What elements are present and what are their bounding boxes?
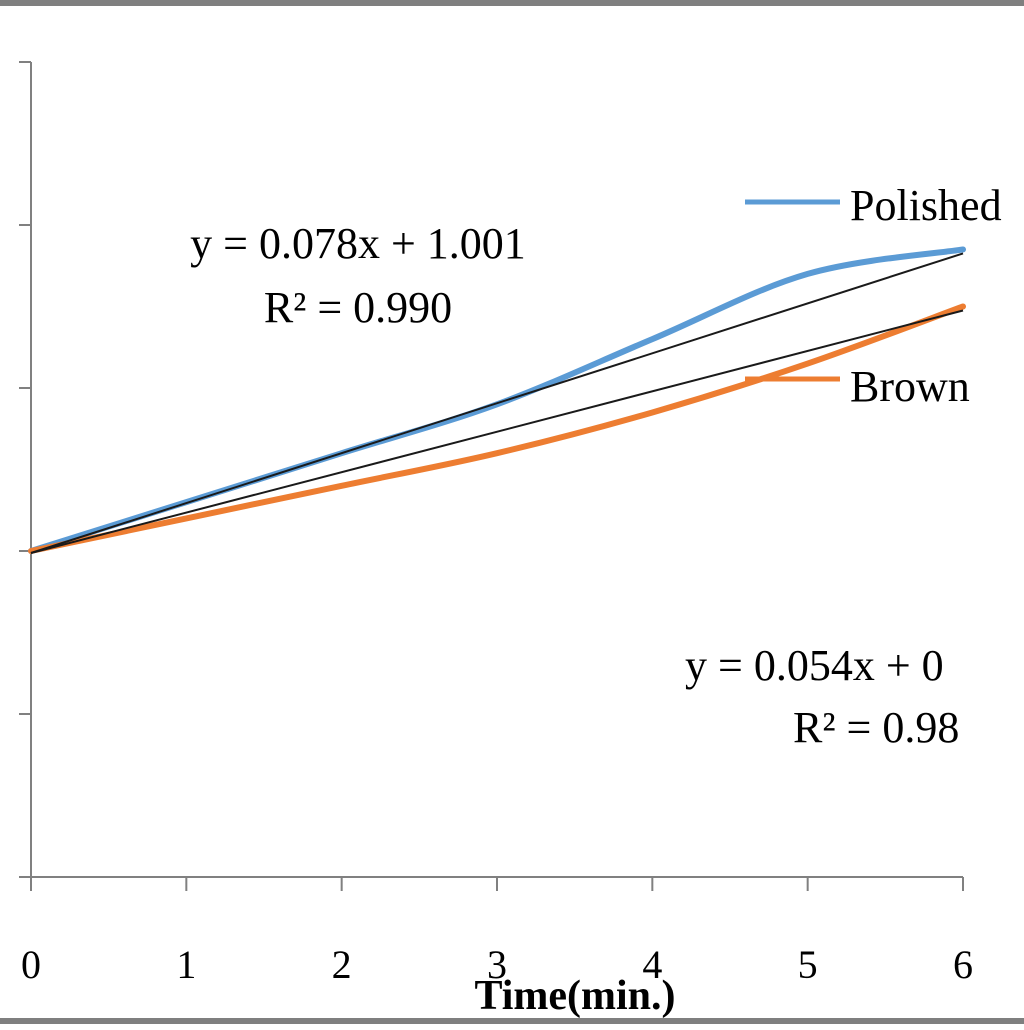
r-squared-polished: R² = 0.990 bbox=[264, 283, 452, 332]
x-tick-label: 5 bbox=[798, 942, 818, 987]
x-tick-label: 4 bbox=[642, 942, 662, 987]
x-tick-label: 6 bbox=[953, 942, 973, 987]
trendline-annotation-polished: y = 0.078x + 1.001 R² = 0.990 bbox=[190, 219, 526, 332]
x-tick-label: 0 bbox=[21, 942, 41, 987]
x-tick-label: 2 bbox=[332, 942, 352, 987]
series-line-polished bbox=[28, 246, 966, 554]
series-line-brown bbox=[28, 303, 966, 554]
y-ticks bbox=[19, 61, 31, 878]
legend: Polished Brown bbox=[745, 181, 1002, 411]
trendline-layer bbox=[30, 252, 964, 554]
line-chart: 0 1 2 3 4 5 6 Time(min.) Polished Brown y = 0.… bbox=[19, 61, 1002, 1019]
legend-label-brown: Brown bbox=[850, 362, 970, 411]
axes bbox=[30, 62, 963, 878]
x-tick-labels: 0 1 2 3 4 5 6 bbox=[21, 942, 973, 987]
equation-brown: y = 0.054x + 0 bbox=[685, 641, 944, 690]
x-tick-label: 1 bbox=[176, 942, 196, 987]
trendline-brown bbox=[30, 309, 964, 554]
x-tick-label: 3 bbox=[487, 942, 507, 987]
r-squared-brown: R² = 0.98 bbox=[793, 703, 959, 752]
x-axis-title: Time(min.) bbox=[474, 973, 675, 1019]
equation-polished: y = 0.078x + 1.001 bbox=[190, 219, 526, 268]
trendline-annotation-brown: y = 0.054x + 0 R² = 0.98 bbox=[685, 641, 959, 752]
series-layer bbox=[28, 246, 966, 554]
legend-label-polished: Polished bbox=[850, 181, 1002, 230]
trendline-polished bbox=[30, 252, 964, 554]
x-ticks bbox=[30, 877, 964, 891]
